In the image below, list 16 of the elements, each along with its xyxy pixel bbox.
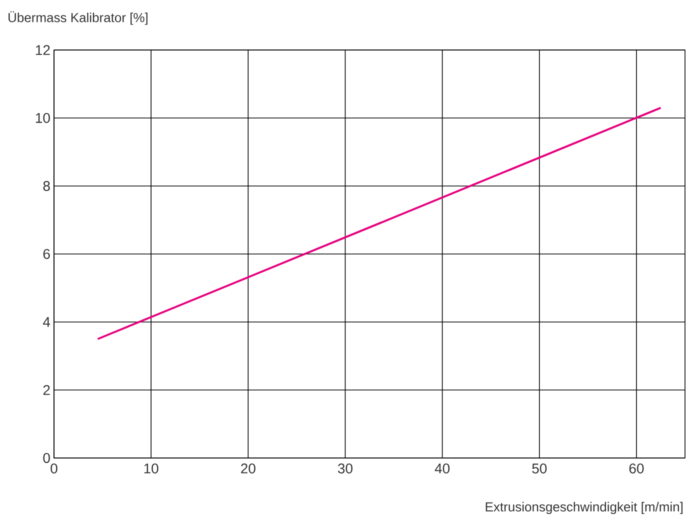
x-tick-label: 40 — [434, 463, 450, 474]
x-tick-label: 60 — [629, 463, 644, 474]
y-tick-label: 0 — [43, 452, 50, 463]
y-tick-label: 8 — [43, 180, 50, 191]
y-axis-title: Übermass Kalibrator [%] — [8, 11, 148, 25]
x-axis-title: Extrusionsgeschwindigkeit [m/min] — [486, 502, 683, 514]
y-tick-label: 12 — [36, 44, 50, 55]
x-tick-label: 20 — [241, 463, 256, 474]
x-tick-label: 10 — [144, 463, 158, 474]
y-tick-label: 2 — [43, 384, 50, 395]
y-tick-label: 10 — [36, 112, 50, 123]
y-tick-label: 6 — [43, 248, 50, 259]
y-tick-label: 4 — [42, 316, 50, 327]
x-tick-label: 30 — [338, 463, 352, 474]
x-tick-label: 0 — [50, 463, 58, 474]
x-tick-label: 50 — [532, 463, 547, 474]
